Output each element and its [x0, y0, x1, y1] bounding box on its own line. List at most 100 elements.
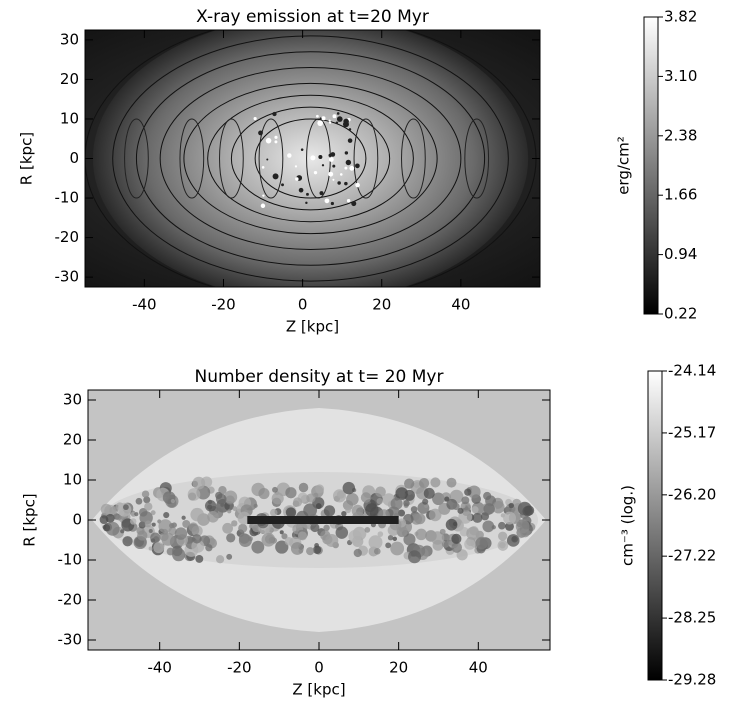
cloud: [190, 507, 204, 522]
cloud: [446, 477, 457, 488]
contour: [219, 118, 244, 199]
y-tick-label: 10: [63, 471, 82, 489]
cloud: [172, 548, 186, 562]
texture: [258, 130, 263, 136]
cloud: [135, 497, 143, 505]
cloud: [188, 522, 199, 532]
cloud: [306, 493, 316, 503]
cloud: [281, 533, 288, 540]
texture: [336, 116, 343, 122]
cloud: [297, 531, 308, 541]
texture: [305, 201, 308, 205]
texture: [315, 114, 319, 118]
cloud: [392, 536, 398, 542]
cloud: [285, 487, 297, 499]
y-tick-label: -20: [55, 228, 80, 246]
cloud: [499, 541, 506, 549]
cloud: [103, 524, 111, 532]
colorbar-tick-label: 0.22: [664, 305, 697, 323]
cloud: [181, 515, 186, 520]
cloud: [148, 546, 153, 551]
colorbar-label: cm⁻³ (log.): [619, 485, 637, 566]
texture: [272, 111, 277, 117]
cloud: [143, 496, 151, 504]
cloud: [460, 503, 466, 509]
cloud: [150, 510, 156, 516]
cloud: [385, 542, 392, 549]
cloud: [293, 497, 303, 507]
cloud: [207, 511, 219, 523]
cloud: [439, 528, 446, 535]
x-tick-label: 40: [469, 659, 488, 677]
colorbar-tick-label: -29.28: [668, 671, 716, 689]
cloud: [269, 508, 278, 517]
texture: [332, 178, 335, 181]
x-tick-label: -40: [147, 659, 172, 677]
colorbar-tick-label: -24.14: [668, 362, 716, 380]
contour: [401, 118, 426, 199]
cloud: [151, 522, 156, 527]
cloud: [323, 505, 336, 517]
colorbar: [647, 370, 663, 681]
contour: [159, 67, 462, 250]
cloud: [192, 534, 202, 544]
cloud: [403, 499, 410, 507]
cloud: [387, 534, 394, 541]
cloud: [390, 541, 405, 556]
cloud: [461, 496, 470, 505]
cloud: [144, 502, 153, 511]
cloud: [444, 496, 450, 502]
y-tick-label: 20: [63, 431, 82, 449]
x-axis-label: Z [kpc]: [292, 681, 345, 699]
cloud: [451, 542, 462, 553]
cloud: [508, 502, 514, 509]
cloud: [137, 530, 148, 541]
texture: [319, 191, 324, 196]
cloud: [464, 488, 472, 496]
cloud: [223, 490, 238, 504]
colorbar: [643, 16, 659, 315]
cloud: [522, 505, 533, 517]
texture: [345, 159, 352, 166]
cloud: [170, 498, 175, 504]
texture: [253, 116, 257, 121]
cloud: [258, 487, 270, 500]
colorbar-tick-label: -26.20: [668, 485, 716, 503]
cloud: [161, 532, 175, 546]
cloud: [404, 478, 415, 489]
cloud: [516, 522, 522, 528]
cloud: [407, 550, 422, 564]
contour: [179, 118, 205, 199]
cloud: [498, 521, 506, 530]
texture: [319, 117, 322, 120]
x-tick-label: 40: [451, 296, 470, 314]
cloud: [403, 489, 415, 501]
contour: [464, 118, 490, 199]
cloud: [373, 547, 381, 555]
texture: [321, 164, 325, 167]
cloud: [227, 509, 232, 514]
cloud: [344, 503, 351, 510]
cloud: [122, 536, 133, 547]
cloud: [188, 492, 197, 501]
texture: [265, 137, 272, 144]
cloud: [150, 538, 156, 543]
cloud: [222, 522, 233, 534]
cloud: [411, 513, 423, 525]
texture: [339, 173, 343, 176]
cloud: [275, 540, 289, 554]
texture: [261, 166, 265, 169]
cloud: [457, 507, 464, 514]
cloud: [174, 527, 188, 540]
cloud: [153, 542, 165, 554]
texture: [337, 181, 341, 185]
cloud: [148, 529, 153, 534]
cloud: [364, 527, 371, 533]
cloud: [430, 477, 441, 488]
cloud: [506, 534, 520, 547]
cloud: [238, 523, 248, 533]
cloud: [323, 524, 330, 532]
cloud: [284, 536, 294, 546]
cloud: [483, 503, 495, 515]
